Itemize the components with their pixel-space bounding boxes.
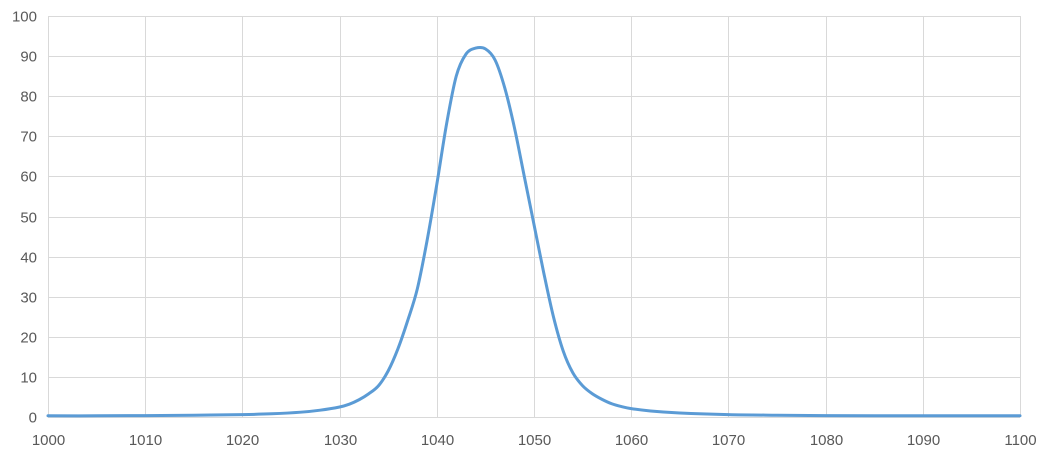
series-line bbox=[46, 45, 1022, 418]
x-tick-label: 1050 bbox=[518, 432, 551, 449]
x-tick-label: 1030 bbox=[324, 432, 357, 449]
y-tick-label: 10 bbox=[20, 370, 37, 387]
y-tick-label: 60 bbox=[20, 169, 37, 186]
x-tick-label: 1000 bbox=[32, 432, 65, 449]
x-gridlines bbox=[48, 16, 1021, 417]
series-layer bbox=[46, 45, 1022, 418]
y-tick-label: 20 bbox=[20, 330, 37, 347]
x-tick-label: 1020 bbox=[226, 432, 259, 449]
y-tick-label: 100 bbox=[12, 9, 37, 26]
x-tick-label: 1080 bbox=[810, 432, 843, 449]
x-tick-label: 1100 bbox=[1004, 432, 1036, 449]
y-tick-label: 50 bbox=[20, 210, 37, 227]
x-tick-label: 1040 bbox=[421, 432, 454, 449]
y-tick-label: 0 bbox=[29, 410, 37, 427]
y-tick-label: 90 bbox=[20, 49, 37, 66]
x-tick-label: 1060 bbox=[615, 432, 648, 449]
x-axis-tick-labels: 1000 1010 1020 1030 1040 1050 1060 1070 1080 1090… bbox=[32, 432, 1037, 449]
x-tick-label: 1070 bbox=[712, 432, 745, 449]
x-tick-label: 1010 bbox=[129, 432, 162, 449]
y-axis-tick-labels: 0 10 20 30 40 50 60 70 80 90 100 bbox=[12, 9, 37, 427]
x-tick-label: 1090 bbox=[907, 432, 940, 449]
y-tick-label: 30 bbox=[20, 290, 37, 307]
y-tick-label: 80 bbox=[20, 89, 37, 106]
y-tick-label: 40 bbox=[20, 250, 37, 267]
y-tick-label: 70 bbox=[20, 129, 37, 146]
